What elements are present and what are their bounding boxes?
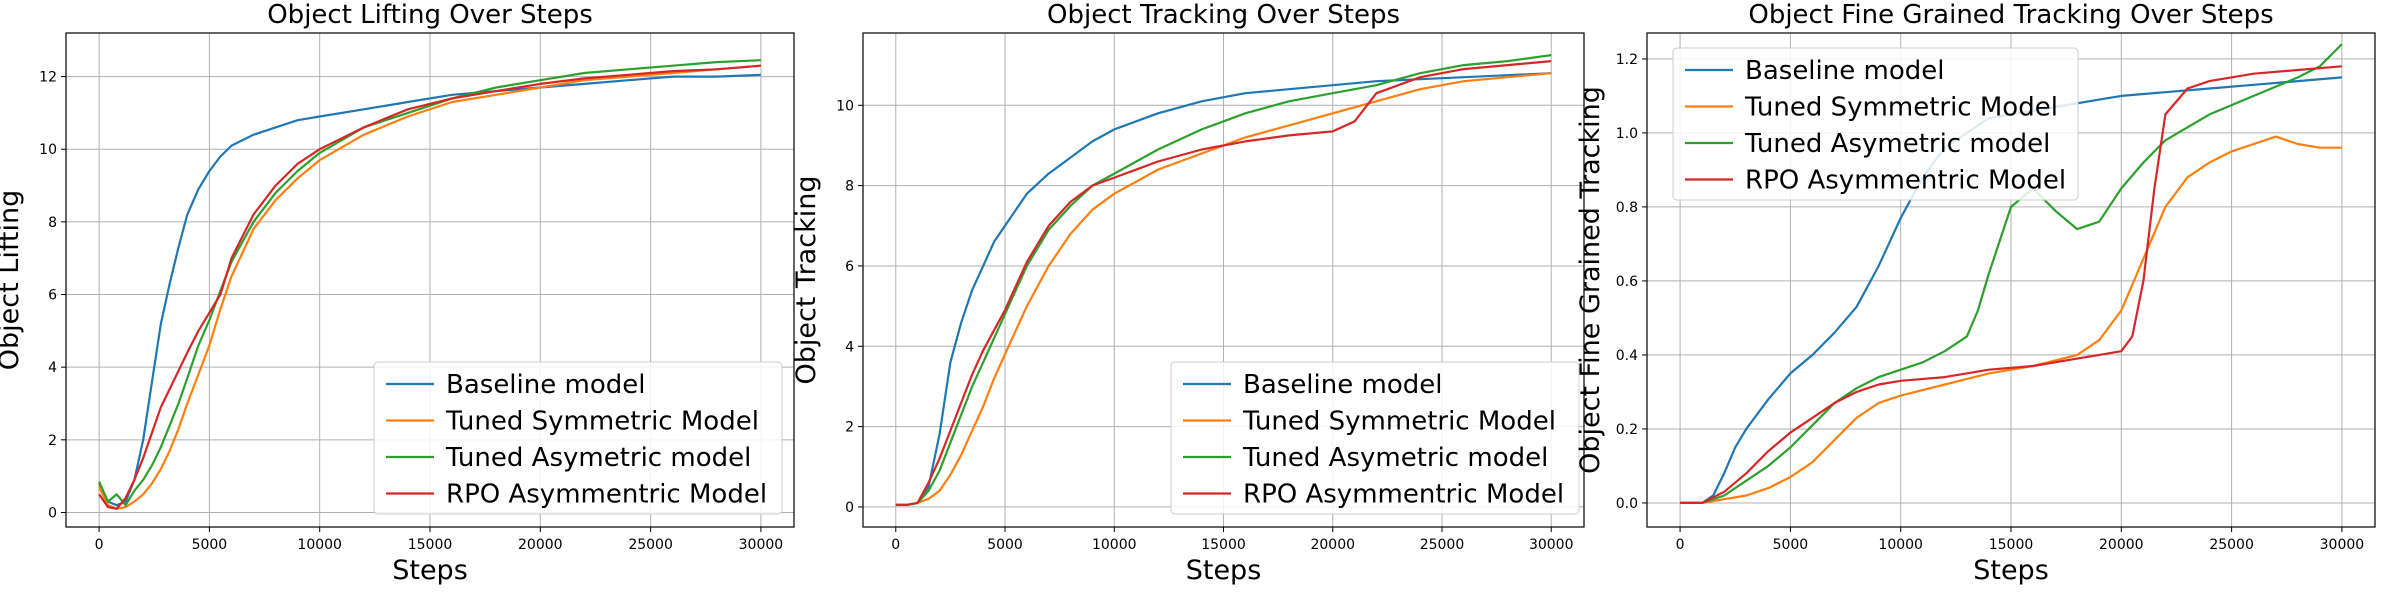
- legend-label: Tuned Symmetric Model: [1744, 93, 2058, 123]
- series-line-rpo: [1680, 65, 2342, 504]
- y-tick-label: 4: [48, 360, 57, 376]
- chart-panel-1: 0 5000 10000 15000 20000 25000 30000 0 2 4 6 8 10 12 O…: [0, 0, 795, 586]
- chart-title: Object Lifting Over Steps: [267, 0, 593, 30]
- legend: Baseline model Tuned Symmetric Model Tuned…: [1170, 361, 1580, 515]
- x-tick-label: 5000: [1773, 537, 1809, 553]
- x-tick-label: 15000: [408, 537, 453, 553]
- y-axis-label: Object Lifting: [0, 190, 25, 370]
- x-tick-label: 30000: [2320, 537, 2365, 553]
- chart-panel-3: 0 5000 10000 15000 20000 25000 30000 0.0 0.2 0.4 0…: [1575, 0, 2376, 586]
- y-tick-label: 0: [845, 500, 854, 516]
- legend-label: Baseline model: [1243, 370, 1442, 400]
- y-tick-label: 0.8: [1616, 200, 1638, 216]
- legend-label: Tuned Asymetric model: [1744, 129, 2050, 159]
- legend-label: Tuned Symmetric Model: [1242, 407, 1556, 437]
- x-tick-label: 0: [95, 537, 104, 553]
- y-axis-label: Object Tracking: [791, 176, 822, 385]
- y-tick-label: 12: [39, 70, 57, 86]
- x-tick-label: 30000: [1529, 537, 1574, 553]
- y-axis-label: Object Fine Grained Tracking: [1575, 86, 1606, 474]
- legend-box: [1672, 47, 2079, 201]
- y-tick-label: 10: [836, 98, 854, 114]
- series-line-baseline: [98, 73, 761, 507]
- legend: Baseline model Tuned Symmetric Model Tuned…: [373, 361, 783, 515]
- legend-box: [1170, 361, 1580, 515]
- y-tick-label: 0.6: [1616, 274, 1638, 290]
- series-line-baseline: [895, 72, 1552, 506]
- legend: Baseline model Tuned Symmetric Model Tuned…: [1672, 47, 2079, 201]
- series-line-rpo: [98, 64, 761, 510]
- x-tick-label: 5000: [987, 537, 1023, 553]
- y-tick-label: 10: [39, 142, 57, 158]
- x-tick-label: 0: [891, 537, 900, 553]
- legend-label: Tuned Asymetric model: [445, 443, 751, 473]
- legend-box: [373, 361, 783, 515]
- y-tick-label: 0.2: [1616, 422, 1638, 438]
- x-tick-label: 5000: [192, 537, 228, 553]
- y-tick-label: 6: [845, 259, 854, 275]
- legend-label: Tuned Symmetric Model: [445, 407, 759, 437]
- chart-title: Object Tracking Over Steps: [1047, 0, 1400, 30]
- x-tick-label: 25000: [1420, 537, 1465, 553]
- legend-label: RPO Asymmentric Model: [1243, 480, 1564, 510]
- y-tick-label: 4: [845, 339, 854, 355]
- series-line-asymetric: [895, 54, 1552, 506]
- series-line-symmetric: [895, 72, 1552, 506]
- y-tick-label: 2: [845, 420, 854, 436]
- legend-label: Tuned Asymetric model: [1242, 443, 1548, 473]
- legend-label: RPO Asymmentric Model: [1745, 166, 2066, 196]
- y-tick-label: 0.4: [1616, 348, 1638, 364]
- x-tick-label: 30000: [739, 537, 784, 553]
- x-tick-label: 25000: [628, 537, 673, 553]
- x-tick-label: 10000: [297, 537, 342, 553]
- series-line-symmetric: [98, 64, 761, 510]
- y-tick-label: 8: [845, 179, 854, 195]
- x-tick-label: 20000: [518, 537, 563, 553]
- x-tick-label: 10000: [1092, 537, 1137, 553]
- y-tick-label: 1.2: [1616, 52, 1638, 68]
- x-tick-label: 15000: [1989, 537, 2034, 553]
- x-tick-label: 15000: [1201, 537, 1246, 553]
- y-tick-label: 0.0: [1616, 496, 1638, 512]
- x-axis-label: Steps: [1973, 555, 2049, 586]
- legend-label: Baseline model: [1745, 56, 1944, 86]
- y-tick-label: 6: [48, 288, 57, 304]
- x-tick-label: 25000: [2209, 537, 2254, 553]
- y-tick-label: 1.0: [1616, 126, 1638, 142]
- x-tick-label: 10000: [1878, 537, 1923, 553]
- chart-title: Object Fine Grained Tracking Over Steps: [1748, 0, 2273, 30]
- series-line-asymetric: [1680, 43, 2343, 504]
- x-tick-label: 20000: [2099, 537, 2144, 553]
- chart-panel-2: 0 5000 10000 15000 20000 25000 30000 0 2 4 6 8 10 Obj…: [791, 0, 1585, 586]
- series-line-rpo: [895, 60, 1552, 506]
- x-tick-label: 0: [1676, 537, 1685, 553]
- legend-label: Baseline model: [446, 370, 645, 400]
- x-axis-label: Steps: [1186, 555, 1262, 586]
- y-tick-label: 8: [48, 215, 57, 231]
- y-tick-label: 2: [48, 433, 57, 449]
- x-axis-label: Steps: [392, 555, 468, 586]
- legend-label: RPO Asymmentric Model: [446, 480, 767, 510]
- x-tick-label: 20000: [1310, 537, 1355, 553]
- y-tick-label: 0: [48, 505, 57, 521]
